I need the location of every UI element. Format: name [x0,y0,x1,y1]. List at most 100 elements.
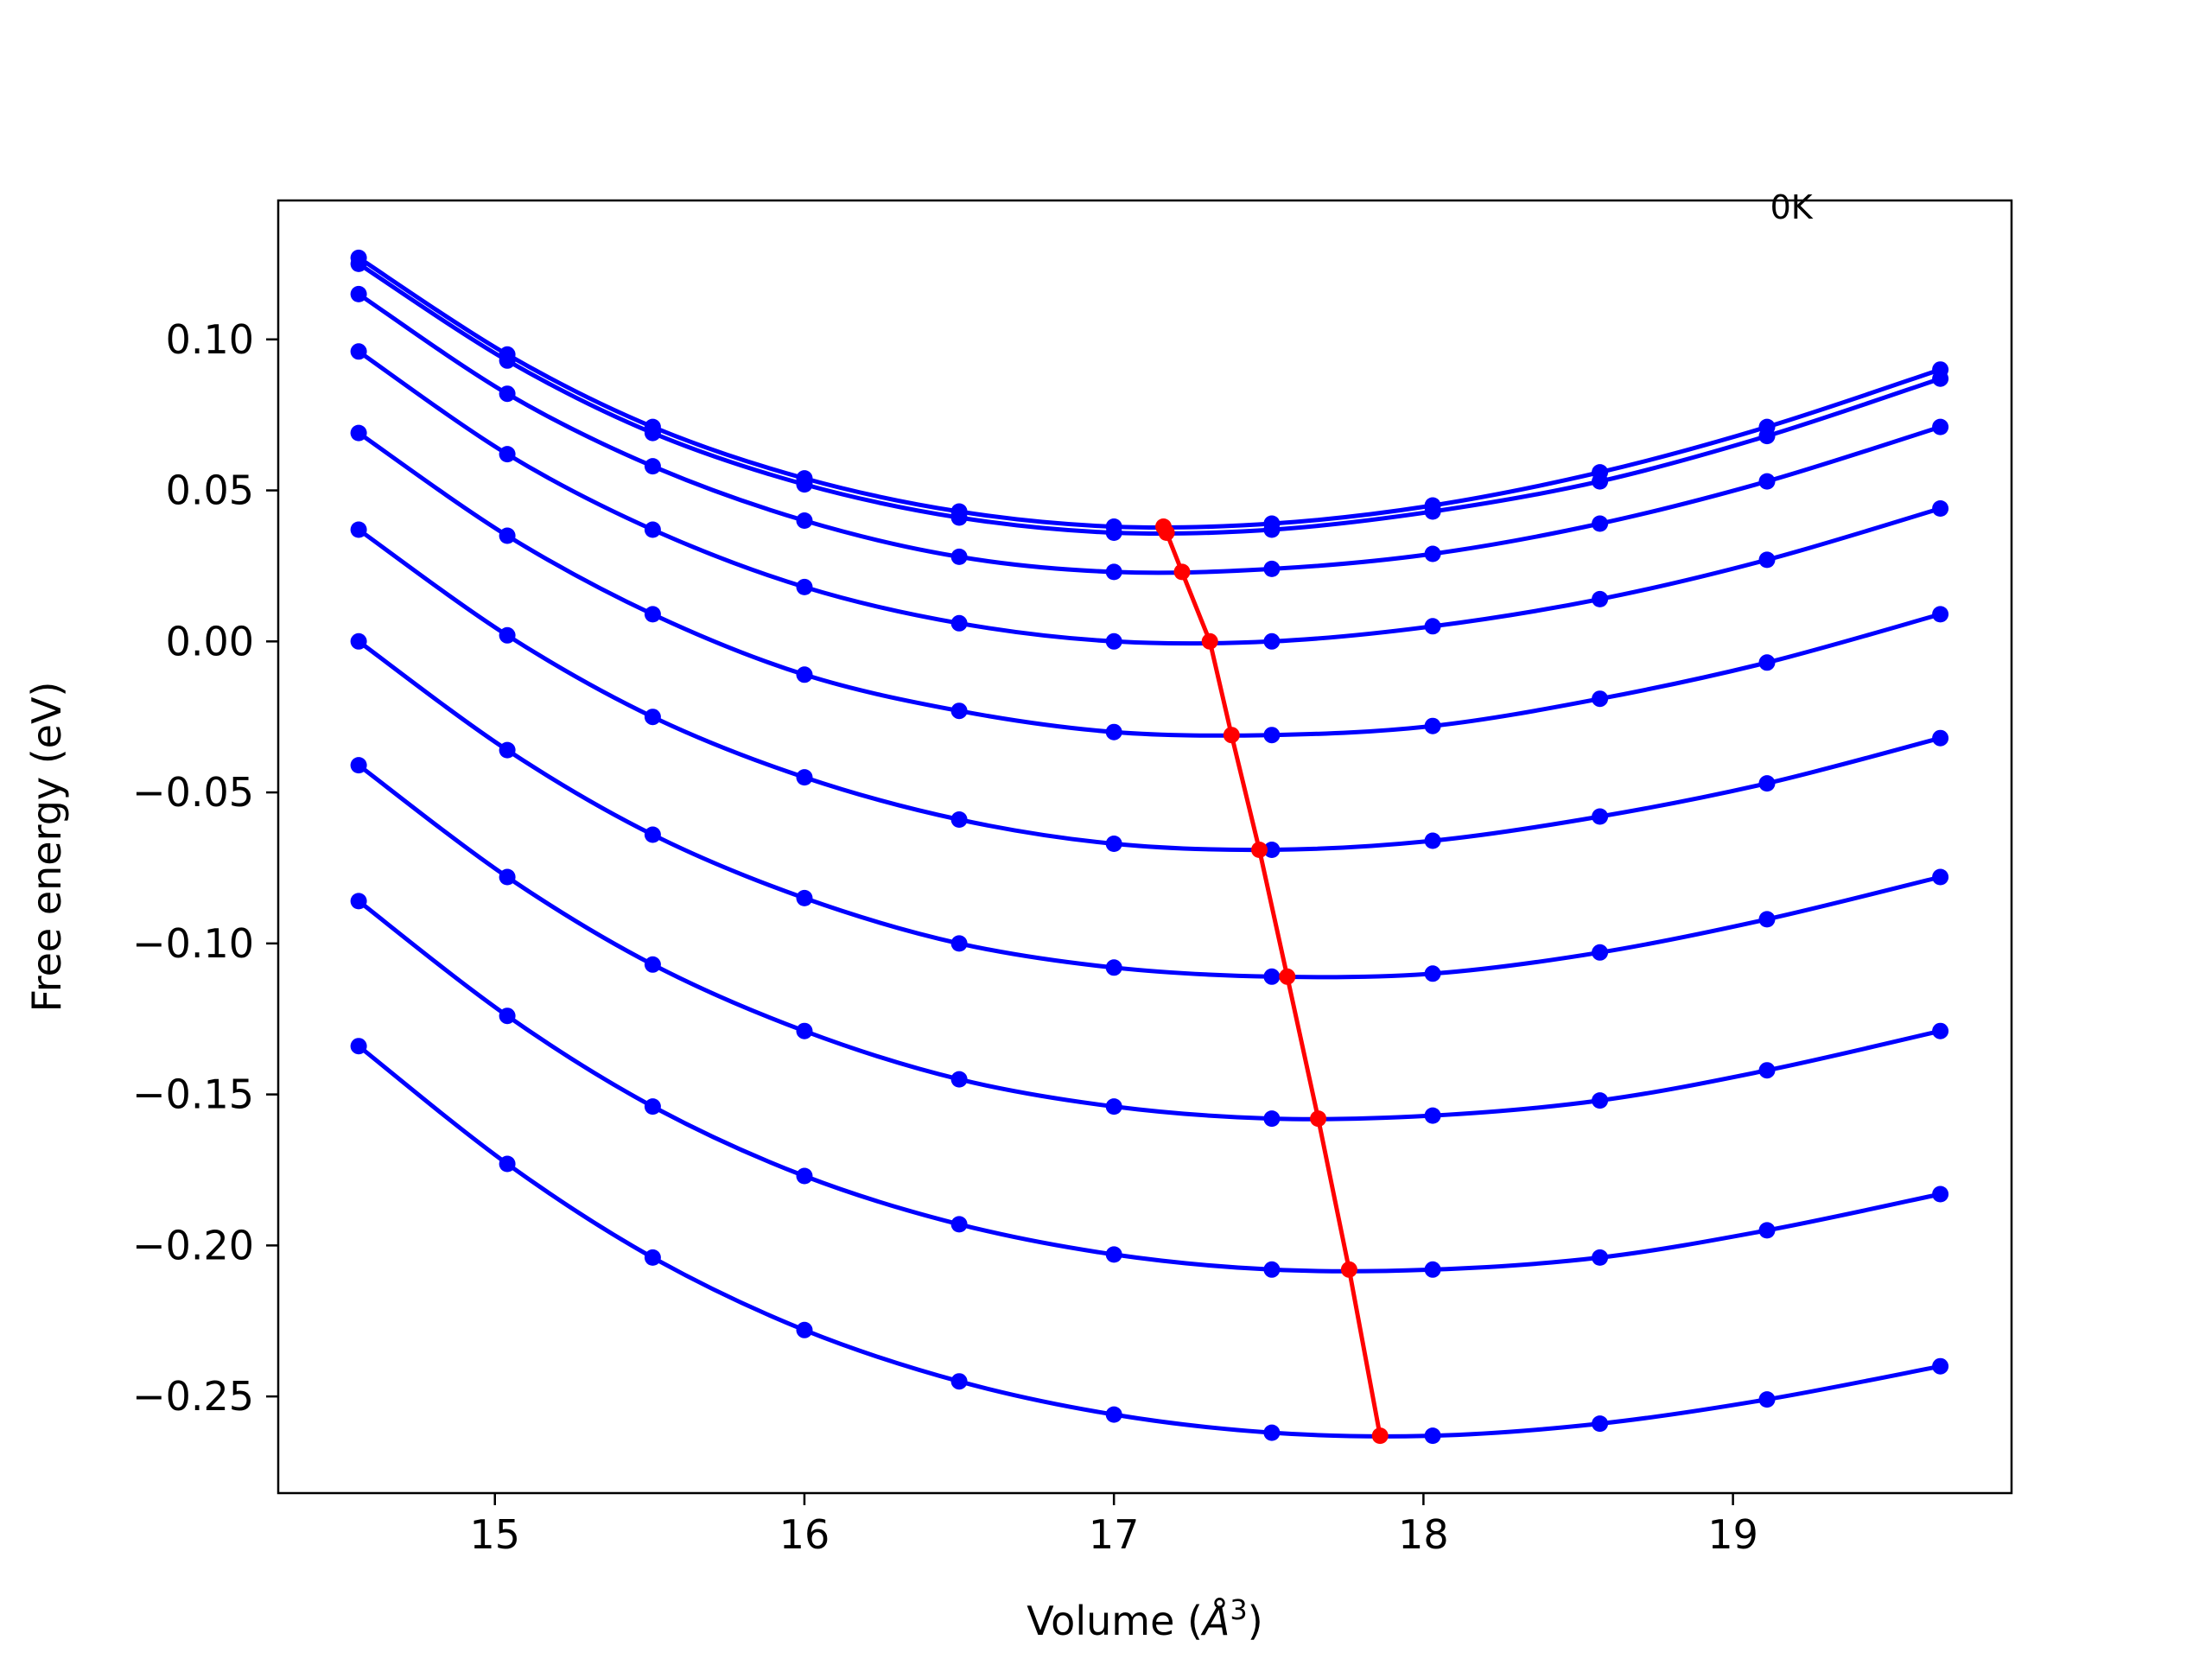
data-point [499,1007,516,1025]
data-point [1592,1249,1609,1266]
data-point [1592,808,1609,825]
data-point [499,527,516,544]
series-line [357,262,1942,537]
series-6 [350,521,1949,858]
data-point [1105,1406,1122,1423]
y-tick-label: 0.05 [166,467,254,514]
data-point [1424,503,1441,520]
data-point [1932,370,1949,387]
data-point [796,1321,813,1338]
minimum-point [1158,524,1175,541]
data-point [1592,690,1609,708]
minimum-point [1201,632,1218,650]
x-tick-label: 18 [1398,1511,1449,1558]
data-point [644,1098,661,1116]
data-point [499,626,516,644]
series-line [357,899,1942,1274]
x-axis-label-superscript: 3 [1230,1593,1247,1626]
y-tick-label: −0.20 [132,1222,254,1268]
data-point [950,614,968,632]
minimum-point [1251,842,1268,858]
minimum-point [1371,1427,1389,1445]
data-point [950,1216,968,1233]
x-axis-label-close: ) [1248,1598,1263,1644]
data-point [1105,959,1122,976]
data-point [1263,632,1281,650]
data-point [644,458,661,475]
data-point [499,1155,516,1173]
data-point [644,521,661,538]
data-point [1592,1092,1609,1109]
x-axis: 15 16 17 18 19 [469,1493,1758,1558]
data-point [950,1071,968,1088]
data-point [950,811,968,828]
data-point [1105,723,1122,741]
data-point [644,606,661,623]
data-point [796,666,813,683]
data-point [1758,775,1776,792]
data-point [644,826,661,843]
y-tick-label: 0.00 [166,618,254,664]
data-point [1424,832,1441,849]
data-point [950,548,968,565]
data-point [950,935,968,952]
data-point [1263,842,1281,858]
data-point [1932,418,1949,435]
data-point [796,578,813,595]
y-axis: 0.10 0.05 0.00 −0.05 −0.10 −0.15 −0.20 −0.25 [132,316,278,1420]
data-point [1932,606,1949,623]
y-tick-label: −0.25 [132,1373,254,1420]
data-point [350,343,367,360]
data-point [350,521,367,538]
data-point [796,889,813,906]
data-point [499,385,516,403]
data-point [1932,1357,1949,1375]
data-point [1758,428,1776,445]
minimum-point [1173,563,1191,581]
data-point [1592,944,1609,961]
data-point [350,424,367,442]
data-point [1263,1110,1281,1128]
data-point [350,893,367,910]
series-8 [350,757,1949,1128]
data-point [1424,965,1441,982]
data-point [499,868,516,886]
series-10 [350,1038,1949,1445]
minimum-point [1279,968,1296,985]
data-point [1592,515,1609,532]
data-point [499,741,516,759]
data-point [644,1249,661,1266]
data-point [1424,1261,1441,1278]
minima-line [1161,525,1382,1437]
series-7 [350,632,1949,985]
data-point [1592,1415,1609,1433]
data-point [1758,911,1776,928]
minimum-point [1310,1110,1327,1128]
data-point [950,1373,968,1390]
data-point [1424,1107,1441,1124]
data-point [644,709,661,726]
x-tick-label: 15 [469,1511,520,1558]
temperature-annotation: 0K [1770,188,1814,226]
data-point [1758,1062,1776,1079]
data-point [350,255,367,272]
series-4 [350,343,1949,650]
data-point [1424,545,1441,563]
x-tick-label: 17 [1089,1511,1140,1558]
data-point [1592,473,1609,490]
data-point [796,769,813,786]
data-point [796,512,813,529]
data-point [950,702,968,720]
series-9 [350,893,1949,1278]
data-point [350,632,367,650]
data-point [1932,1185,1949,1203]
data-point [1758,1391,1776,1408]
data-point [796,1167,813,1185]
data-point [1932,1022,1949,1039]
plot-frame [276,199,2013,1495]
x-axis-label-unit: Å [1200,1598,1230,1644]
series-3 [350,285,1949,581]
data-point [1105,1098,1122,1116]
data-point [1758,473,1776,490]
data-point [350,757,367,774]
